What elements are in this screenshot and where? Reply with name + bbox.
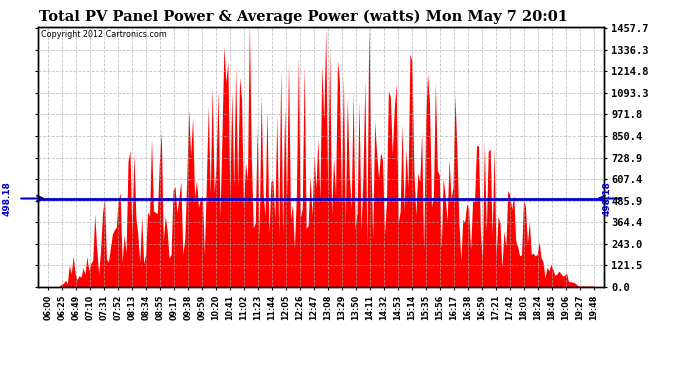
Text: Copyright 2012 Cartronics.com: Copyright 2012 Cartronics.com [41,30,167,39]
Text: 498.18: 498.18 [602,181,611,216]
Text: 498.18: 498.18 [2,181,11,216]
Text: Total PV Panel Power & Average Power (watts) Mon May 7 20:01: Total PV Panel Power & Average Power (wa… [39,9,568,24]
